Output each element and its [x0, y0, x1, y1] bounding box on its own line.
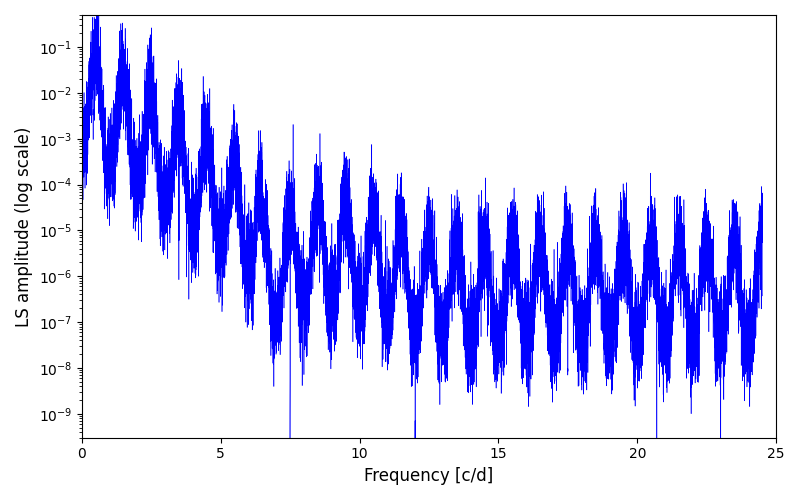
X-axis label: Frequency [c/d]: Frequency [c/d] [364, 467, 494, 485]
Y-axis label: LS amplitude (log scale): LS amplitude (log scale) [15, 126, 33, 326]
